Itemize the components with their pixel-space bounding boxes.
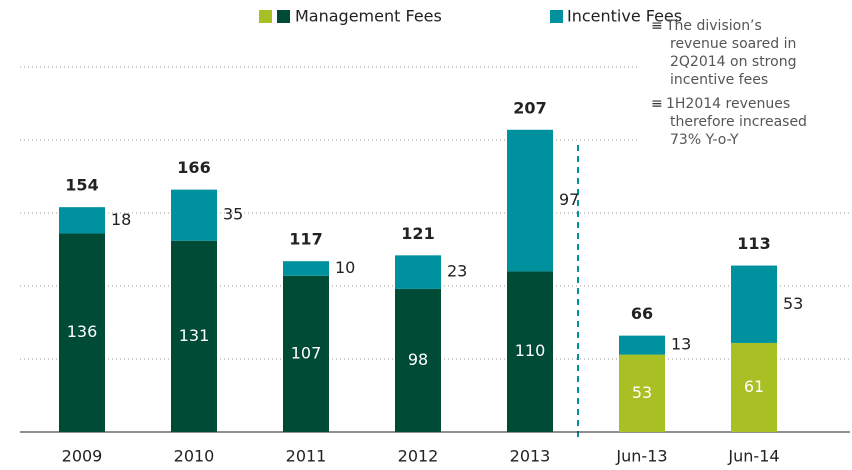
bar-segment	[171, 189, 217, 241]
legend-swatch	[277, 10, 290, 23]
value-label: 35	[223, 205, 243, 224]
total-label: 121	[401, 224, 434, 243]
legend-label: Management Fees	[295, 7, 442, 26]
annotation-text: revenue soared in	[670, 36, 796, 52]
x-tick-label: 2010	[174, 447, 215, 466]
value-label: 23	[447, 262, 467, 281]
annotation-text: 73% Y-o-Y	[670, 132, 739, 148]
legend-swatch	[259, 10, 272, 23]
annotation-marker: ≡	[651, 96, 663, 112]
value-label: 18	[111, 210, 131, 229]
total-label: 154	[65, 176, 98, 195]
total-label: 166	[177, 158, 210, 177]
annotation-text: The division’s	[665, 18, 762, 34]
value-label: 131	[179, 326, 210, 345]
bar-segment	[283, 261, 329, 276]
value-label: 98	[408, 350, 428, 369]
legend-label: Incentive Fees	[567, 7, 682, 26]
x-tick-label: Jun-14	[727, 447, 779, 466]
bar-segment	[731, 342, 777, 432]
value-label: 53	[632, 383, 652, 402]
total-label: 113	[737, 234, 770, 253]
bar-segment	[619, 335, 665, 355]
bar-segment	[395, 255, 441, 289]
annotation-text: 2Q2014 on strong	[670, 54, 796, 70]
bar-segment	[171, 240, 217, 432]
x-tick-label: 2013	[510, 447, 551, 466]
bar-segment	[507, 129, 553, 272]
x-tick-label: Jun-13	[615, 447, 667, 466]
x-tick-label: 2011	[286, 447, 327, 466]
bar-segment	[395, 288, 441, 432]
bar-segment	[619, 354, 665, 432]
value-label: 13	[671, 335, 691, 354]
bar-segment	[507, 271, 553, 432]
annotation-text: therefore increased	[670, 114, 807, 130]
annotation-text: 1H2014 revenues	[666, 96, 790, 112]
bar-segment	[283, 275, 329, 432]
value-label: 136	[67, 322, 98, 341]
total-label: 117	[289, 230, 322, 249]
annotation-text: incentive fees	[670, 72, 768, 88]
value-label: 97	[559, 190, 579, 209]
value-label: 10	[335, 258, 355, 277]
bar-segment	[59, 207, 105, 234]
bar-segment	[59, 233, 105, 432]
legend-swatch	[550, 10, 563, 23]
value-label: 107	[291, 343, 322, 362]
bar-segment	[731, 265, 777, 343]
total-label: 207	[513, 98, 546, 117]
value-label: 110	[515, 341, 546, 360]
value-label: 53	[783, 294, 803, 313]
total-label: 66	[631, 304, 653, 323]
annotation-marker: ≡	[651, 18, 663, 34]
x-tick-label: 2012	[398, 447, 439, 466]
x-tick-label: 2009	[62, 447, 103, 466]
value-label: 61	[744, 377, 764, 396]
